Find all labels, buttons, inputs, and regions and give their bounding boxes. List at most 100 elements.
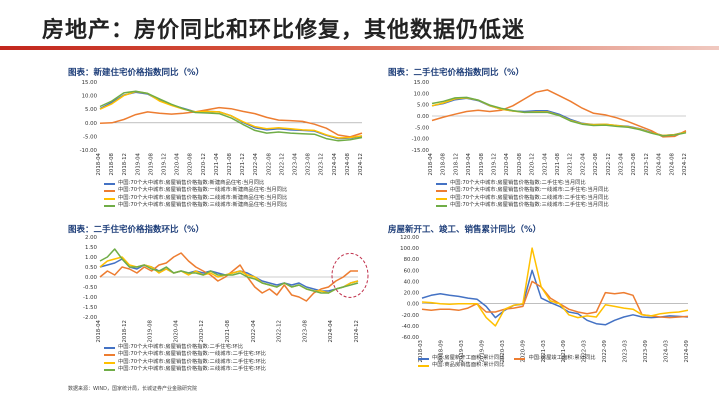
y-tick-label: -40.00 <box>402 324 420 330</box>
legend-item: 中国:70个大中城市:房屋销售价格指数:二线城市:二手住宅:当月同比 <box>436 195 609 202</box>
x-tick-label: 2022-12 <box>279 153 285 176</box>
y-tick-label: 0.50 <box>85 265 98 271</box>
chart-construction-sales: 120.00 100.00 80.00 60.00 40.00 20.00 0.00 -20.… <box>400 235 690 363</box>
y-tick-label: 5.00 <box>417 103 430 109</box>
legend-swatch <box>104 204 115 207</box>
x-tick-label: 2020-08 <box>188 152 194 175</box>
legend-item: 中国:70个大中城市:房屋销售价格指数:新建商品住宅:当月同比 <box>104 180 287 187</box>
legend-item: 中国:70个大中城市:房屋销售价格指数:三线城市:新建商品住宅:当月同比 <box>104 202 287 209</box>
legend-swatch <box>104 346 115 349</box>
series-line <box>99 90 363 139</box>
chart-legend: 中国:70个大中城市:房屋销售价格指数:二手住宅:环比 中国:70个大中城市:房屋… <box>104 344 266 374</box>
chart-legend: 中国:房屋新开工面积:累计同比 中国:房屋竣工面积:累计同比 中国:商品房销售面积:… <box>418 355 596 370</box>
x-tick-label: 2021-04 <box>542 152 548 175</box>
y-tick-label: 0.00 <box>417 114 430 120</box>
x-tick-label: 2022-12 <box>277 320 283 343</box>
x-tick-label: 2024-09 <box>684 339 690 362</box>
legend-swatch <box>436 197 447 200</box>
x-tick-label: 2018-04 <box>428 152 434 175</box>
legend-item: 中国:70个大中城市:房屋销售价格指数:一线城市:二手住宅:环比 <box>104 351 266 358</box>
y-tick-label: 2.00 <box>85 235 98 241</box>
x-tick-label: 2024-08 <box>345 152 351 175</box>
x-tick-label: 2020-04 <box>504 152 510 175</box>
y-tick-label: -60.00 <box>402 335 420 341</box>
x-tick-label: 2023-12 <box>644 153 650 176</box>
legend-label: 中国:房屋竣工面积:累计同比 <box>528 355 596 361</box>
legend-item: 中国:70个大中城市:房屋销售价格指数:三线城市:二手住宅:当月同比 <box>436 202 609 209</box>
x-tick-label: 2023-09 <box>643 339 649 362</box>
x-tick-label: 2020-12 <box>199 320 205 343</box>
legend-item: 中国:70个大中城市:房屋销售价格指数:二手住宅:环比 <box>104 344 266 351</box>
legend-label: 中国:商品房销售面积:累计同比 <box>432 362 505 369</box>
x-tick-label: 2018-08 <box>441 152 447 175</box>
x-tick-label: 2022-03 <box>582 340 588 363</box>
y-tick-label: -10.00 <box>80 148 98 154</box>
legend-swatch <box>418 357 429 360</box>
chart-title: 图表：二手住宅价格指数同比（%） <box>388 68 525 78</box>
x-tick-label: 2021-04 <box>214 152 220 175</box>
x-tick-label: 2018-04 <box>96 152 102 175</box>
chart-legend: 中国:70个大中城市:房屋销售价格指数:二手住宅:当月同比 中国:70个大中城市:… <box>436 180 609 210</box>
chart-second-hand-yoy: 15.0010.005.000.00-5.00-10.00-15.002018-… <box>412 80 688 176</box>
x-tick-label: 2021-03 <box>541 340 547 363</box>
x-tick-label: 2023-04 <box>619 152 625 175</box>
legend-label: 中国:70个大中城市:房屋销售价格指数:新建商品住宅:当月同比 <box>118 180 265 186</box>
x-tick-label: 2023-04 <box>293 152 299 175</box>
y-tick-label: 60.00 <box>404 268 420 274</box>
x-tick-label: 2019-03 <box>459 340 465 363</box>
y-tick-label: 15.00 <box>414 80 430 86</box>
x-tick-label: 2019-09 <box>479 339 485 362</box>
legend-label: 中国:70个大中城市:房屋销售价格指数:三线城市:新建商品住宅:当月同比 <box>118 202 288 209</box>
y-tick-label: 15.00 <box>82 80 98 86</box>
y-tick-label: 100.00 <box>400 246 419 252</box>
legend-label: 中国:70个大中城市:房屋销售价格指数:三线城市:二手住宅:当月同比 <box>450 202 609 209</box>
x-tick-label: 2018-04 <box>96 319 102 342</box>
series-line <box>421 280 689 319</box>
x-tick-label: 2024-04 <box>657 152 663 175</box>
x-tick-label: 2018-09 <box>438 339 444 362</box>
x-tick-label: 2020-12 <box>201 153 207 176</box>
x-tick-label: 2019-12 <box>162 153 168 176</box>
x-tick-label: 2019-08 <box>479 152 485 175</box>
legend-swatch <box>104 354 115 357</box>
x-tick-label: 2020-04 <box>175 152 181 175</box>
chart-title: 图表：新建住宅价格指数同比（%） <box>68 68 205 78</box>
chart-legend: 中国:70个大中城市:房屋销售价格指数:新建商品住宅:当月同比中国:70个大中城… <box>104 180 287 210</box>
x-tick-label: 2023-08 <box>631 152 637 175</box>
legend-swatch <box>436 182 447 185</box>
series-line <box>99 90 363 142</box>
series-line <box>431 89 687 138</box>
x-tick-label: 2019-04 <box>466 152 472 175</box>
panel-second-hand-yoy: 图表：二手住宅价格指数同比（%） 15.00 10.00 5.00 0.00 -5.00… <box>388 66 718 236</box>
x-tick-label: 2020-04 <box>173 319 179 342</box>
x-tick-label: 2021-09 <box>561 339 567 362</box>
x-tick-label: 2024-08 <box>669 152 675 175</box>
x-tick-label: 2024-12 <box>358 153 364 176</box>
legend-label: 中国:70个大中城市:房屋销售价格指数:二线城市:二手住宅:环比 <box>118 358 267 365</box>
panel-new-home-yoy: 图表：新建住宅价格指数同比（%） 15.00 10.00 5.00 0.00 -5.00… <box>68 66 398 236</box>
x-tick-label: 2018-12 <box>122 153 128 176</box>
legend-item: 中国:70个大中城市:房屋销售价格指数:二线城市:二手住宅:环比 <box>104 359 266 366</box>
x-tick-label: 2018-08 <box>109 152 115 175</box>
legend-item: 中国:商品房销售面积:累计同比 <box>418 362 504 369</box>
x-tick-label: 2020-12 <box>530 153 536 176</box>
x-tick-label: 2022-04 <box>253 152 259 175</box>
x-tick-label: 2022-12 <box>606 153 612 176</box>
legend-swatch <box>436 190 447 193</box>
y-tick-label: -1.00 <box>83 295 98 301</box>
legend-swatch <box>104 197 115 200</box>
series-line <box>431 96 687 137</box>
data-source-note: 数据来源：WIND，国家统计局，长城证券产业金融研究院 <box>68 386 198 392</box>
x-tick-label: 2020-03 <box>500 340 506 363</box>
x-tick-label: 2022-09 <box>602 339 608 362</box>
series-line <box>99 106 363 138</box>
y-tick-label: 0.00 <box>407 302 420 308</box>
series-line <box>421 247 689 327</box>
legend-item: 中国:70个大中城市:房屋销售价格指数:二线城市:新建商品住宅:当月同比 <box>104 195 287 202</box>
x-tick-label: 2021-08 <box>225 319 231 342</box>
x-tick-label: 2024-04 <box>328 319 334 342</box>
y-tick-label: 1.00 <box>85 255 98 261</box>
legend-item: 中国:房屋竣工面积:累计同比 <box>514 355 596 362</box>
y-tick-label: 10.00 <box>414 91 430 97</box>
